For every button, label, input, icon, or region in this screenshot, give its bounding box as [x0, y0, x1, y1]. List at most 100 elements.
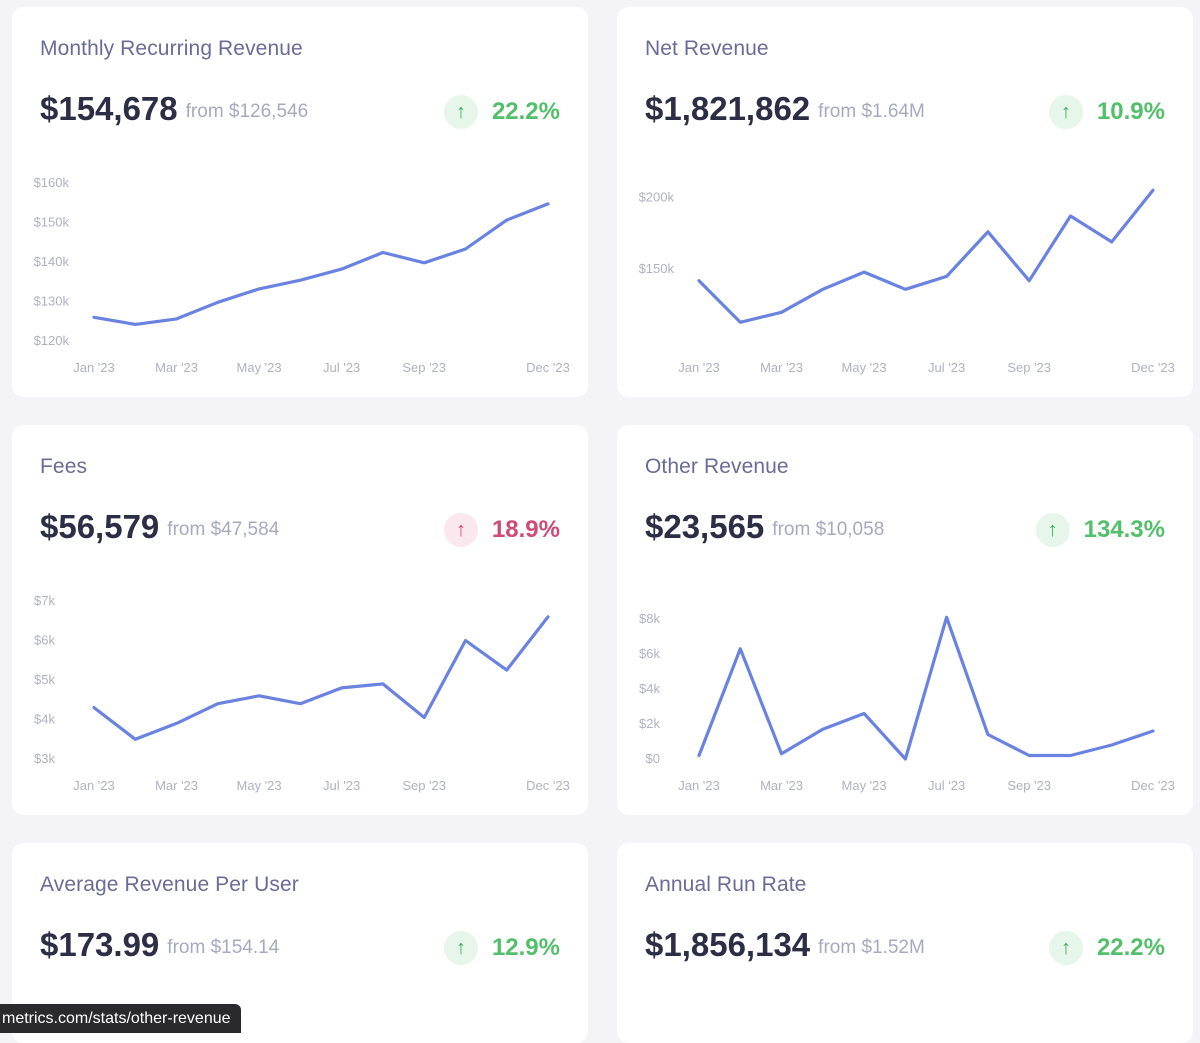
- series-line: [92, 615, 550, 741]
- metric-value-text: $23,565: [645, 508, 765, 545]
- metric-value: $56,579 from $47,584: [40, 508, 279, 546]
- x-tick-label: Dec '23: [526, 360, 570, 375]
- change-percent: 10.9%: [1096, 98, 1165, 125]
- x-tick-label: Jan '23: [73, 360, 115, 375]
- card-other-revenue[interactable]: Other Revenue $23,565 from $10,058 ↑ 134.3…: [617, 425, 1193, 815]
- data-point[interactable]: [734, 643, 746, 655]
- data-point[interactable]: [377, 247, 389, 259]
- data-point[interactable]: [336, 263, 348, 275]
- change-percent: 22.2%: [491, 98, 560, 125]
- data-point[interactable]: [1147, 725, 1159, 737]
- line-chart-other-revenue[interactable]: $0 $2k $4k $6k $8k Jan '23 Mar '23 May '23 Jul '…: [617, 425, 1193, 815]
- card-annual-run-rate[interactable]: Annual Run Rate $1,856,134 from $1.52M ↑ 2…: [617, 843, 1193, 1043]
- data-point[interactable]: [1023, 750, 1035, 762]
- card-net-revenue[interactable]: Net Revenue $1,821,862 from $1.64M ↑ 10.9%…: [617, 7, 1193, 397]
- data-point[interactable]: [501, 214, 513, 226]
- change-percent: 22.2%: [1096, 934, 1165, 961]
- y-tick-label: $0: [646, 751, 660, 766]
- y-tick-label: $140k: [34, 254, 70, 269]
- data-point[interactable]: [418, 257, 430, 269]
- data-point[interactable]: [501, 664, 513, 676]
- y-tick-label: $6k: [34, 633, 55, 648]
- data-point[interactable]: [1064, 210, 1076, 222]
- data-point[interactable]: [899, 753, 911, 765]
- card-fees[interactable]: Fees $56,579 from $47,584 ↑ 18.9% $3k $4k $5…: [12, 425, 588, 815]
- data-point[interactable]: [899, 283, 911, 295]
- metric-value: $154,678 from $126,546: [40, 90, 308, 128]
- data-point[interactable]: [129, 733, 141, 745]
- data-point[interactable]: [982, 729, 994, 741]
- x-tick-label: May '23: [842, 360, 887, 375]
- data-point[interactable]: [253, 283, 265, 295]
- data-point[interactable]: [88, 311, 100, 323]
- x-tick-label: Jul '23: [928, 778, 965, 793]
- arrow-up-icon: ↑: [443, 513, 478, 547]
- line-chart-fees[interactable]: $3k $4k $5k $6k $7k Jan '23 Mar '23 May '23 Jul …: [12, 425, 588, 815]
- data-point[interactable]: [858, 266, 870, 278]
- y-tick-label: $3k: [34, 751, 55, 766]
- data-point[interactable]: [212, 296, 224, 308]
- data-point[interactable]: [336, 682, 348, 694]
- data-point[interactable]: [212, 698, 224, 710]
- data-point[interactable]: [294, 698, 306, 710]
- data-point[interactable]: [776, 306, 788, 318]
- x-tick-label: May '23: [237, 360, 282, 375]
- series-line: [92, 202, 550, 326]
- metric-previous-value: from $1.52M: [818, 937, 925, 958]
- data-point[interactable]: [1106, 236, 1118, 248]
- data-point[interactable]: [776, 748, 788, 760]
- data-point[interactable]: [377, 678, 389, 690]
- data-point[interactable]: [459, 243, 471, 255]
- data-point[interactable]: [253, 690, 265, 702]
- metric-value-text: $154,678: [40, 90, 178, 127]
- data-point[interactable]: [1147, 184, 1159, 196]
- data-point[interactable]: [171, 717, 183, 729]
- y-tick-label: $200k: [639, 189, 675, 204]
- change-badge: ↑ 22.2%: [443, 95, 560, 129]
- data-point[interactable]: [459, 635, 471, 647]
- line-chart-net-revenue[interactable]: $150k $200k Jan '23 Mar '23 May '23 Jul '23 Se…: [617, 7, 1193, 397]
- metric-previous-value: from $1.64M: [818, 101, 925, 122]
- y-tick-label: $150k: [34, 215, 70, 230]
- x-tick-label: Dec '23: [526, 778, 570, 793]
- data-point[interactable]: [88, 702, 100, 714]
- data-point[interactable]: [1064, 750, 1076, 762]
- data-point[interactable]: [542, 611, 554, 623]
- x-tick-label: Jul '23: [323, 778, 360, 793]
- arrow-up-icon: ↑: [1048, 931, 1083, 965]
- metric-previous-value: from $47,584: [167, 519, 280, 540]
- x-tick-label: Sep '23: [402, 360, 446, 375]
- data-point[interactable]: [941, 270, 953, 282]
- y-tick-label: $2k: [639, 716, 660, 731]
- x-tick-label: Mar '23: [155, 360, 198, 375]
- data-point[interactable]: [294, 274, 306, 286]
- y-tick-label: $130k: [34, 294, 70, 309]
- data-point[interactable]: [858, 708, 870, 720]
- metric-previous-value: from $126,546: [185, 101, 309, 122]
- x-tick-label: Sep '23: [1007, 778, 1051, 793]
- data-point[interactable]: [982, 226, 994, 238]
- data-point[interactable]: [171, 313, 183, 325]
- data-point[interactable]: [817, 283, 829, 295]
- data-point[interactable]: [1023, 275, 1035, 287]
- data-point[interactable]: [418, 712, 430, 724]
- x-tick-label: May '23: [237, 778, 282, 793]
- data-point[interactable]: [941, 611, 953, 623]
- card-monthly-recurring-revenue[interactable]: Monthly Recurring Revenue $154,678 from $…: [12, 7, 588, 397]
- data-point[interactable]: [817, 723, 829, 735]
- card-title: Annual Run Rate: [645, 873, 807, 896]
- arrow-up-icon: ↑: [1048, 95, 1083, 129]
- data-point[interactable]: [734, 316, 746, 328]
- y-tick-label: $120k: [34, 333, 70, 348]
- data-point[interactable]: [1106, 739, 1118, 751]
- card-title: Average Revenue Per User: [40, 873, 299, 896]
- metric-value: $1,821,862 from $1.64M: [645, 90, 925, 128]
- data-point[interactable]: [693, 275, 705, 287]
- y-tick-label: $7k: [34, 593, 55, 608]
- data-point[interactable]: [129, 318, 141, 330]
- metric-value-text: $173.99: [40, 926, 160, 963]
- x-tick-label: Jul '23: [928, 360, 965, 375]
- data-point[interactable]: [693, 750, 705, 762]
- data-point[interactable]: [542, 198, 554, 210]
